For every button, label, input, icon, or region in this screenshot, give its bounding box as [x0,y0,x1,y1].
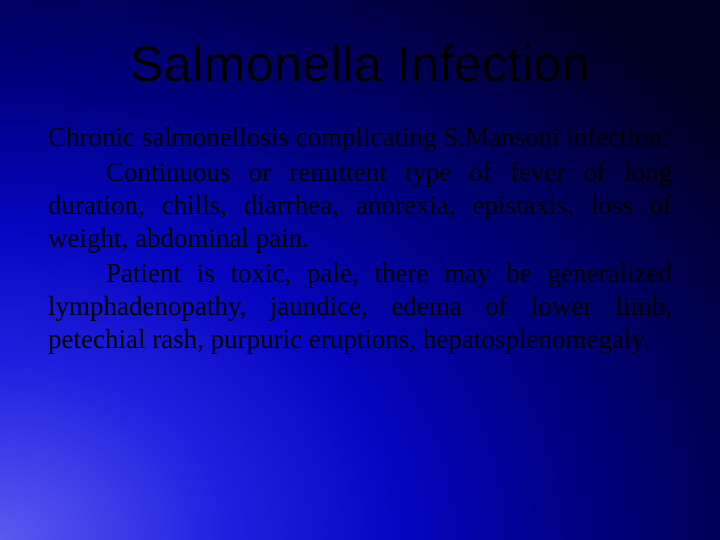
slide-title: Salmonella Infection [48,35,672,93]
slide-body: Chronic salmonellosis complicating S.Man… [48,121,672,356]
body-paragraph-2: Patient is toxic, pale, there may be gen… [48,257,672,356]
slide: Salmonella Infection Chronic salmonellos… [0,0,720,540]
body-paragraph-1: Continuous or remittent type of fever of… [48,156,672,255]
body-heading: Chronic salmonellosis complicating S.Man… [48,121,672,154]
